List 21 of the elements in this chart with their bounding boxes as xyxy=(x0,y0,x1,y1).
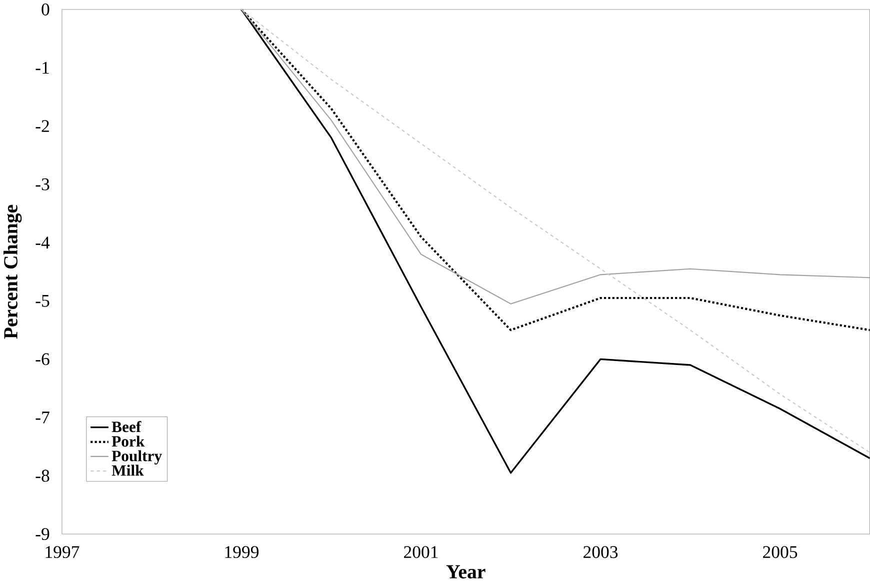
legend-label: Milk xyxy=(112,464,144,476)
y-tick-label: -4 xyxy=(36,236,50,248)
y-tick-label: -9 xyxy=(36,528,50,540)
legend-label: Pork xyxy=(112,436,145,447)
y-tick-label: 0 xyxy=(42,3,50,16)
x-tick-label: 2001 xyxy=(404,546,438,558)
y-tick-label: -8 xyxy=(36,470,50,482)
y-tick-label: -5 xyxy=(36,295,50,307)
legend-label: Poultry xyxy=(112,450,162,464)
y-tick-label: -3 xyxy=(36,178,50,190)
y-tick-label: -1 xyxy=(36,62,49,74)
x-tick-label: 2003 xyxy=(584,546,618,558)
x-tick-label: 1997 xyxy=(46,546,80,558)
y-tick-label: -6 xyxy=(36,353,50,366)
legend-label: Beef xyxy=(112,421,142,432)
y-axis-title: Percent Change xyxy=(3,204,22,339)
x-tick-label: 2005 xyxy=(763,546,798,558)
y-tick-label: -2 xyxy=(36,120,49,132)
x-tick-label: 1999 xyxy=(225,546,259,558)
y-tick-label: -7 xyxy=(36,412,50,424)
x-axis-title: Year xyxy=(446,565,486,578)
